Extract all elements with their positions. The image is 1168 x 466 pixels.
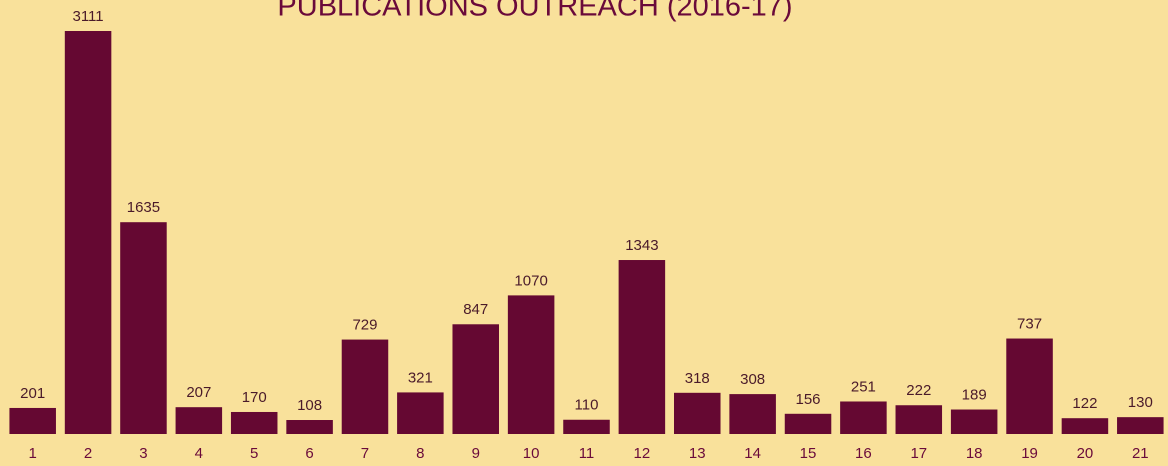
- x-tick-label: 19: [1021, 445, 1038, 462]
- bar: [618, 260, 666, 434]
- x-tick-label: 14: [744, 445, 761, 462]
- bar: [784, 413, 832, 434]
- x-tick-label: 4: [195, 445, 203, 462]
- value-label: 737: [1017, 315, 1042, 332]
- x-tick-label: 18: [966, 445, 983, 462]
- value-label: 130: [1128, 394, 1153, 411]
- value-label: 110: [575, 397, 599, 414]
- value-label: 1070: [514, 272, 547, 289]
- value-label: 207: [186, 384, 211, 401]
- bar: [895, 405, 943, 434]
- value-label: 222: [906, 382, 931, 399]
- value-label: 1635: [127, 199, 160, 216]
- bar: [1061, 418, 1109, 434]
- bar: [341, 339, 389, 434]
- x-tick-label: 9: [472, 445, 480, 462]
- bar: [950, 409, 998, 434]
- x-tick-label: 11: [579, 445, 595, 462]
- x-tick-label: 8: [416, 445, 424, 462]
- bar: [674, 392, 721, 434]
- value-label: 189: [962, 386, 987, 403]
- value-label: 729: [352, 317, 377, 334]
- value-label: 156: [796, 391, 821, 408]
- x-tick-label: 15: [800, 445, 817, 462]
- x-tick-label: 12: [634, 445, 651, 462]
- value-label: 251: [851, 378, 876, 395]
- value-label: 321: [408, 369, 433, 386]
- bar: [507, 295, 555, 434]
- bar: [286, 420, 333, 434]
- bar: [729, 394, 776, 434]
- bar: [120, 222, 167, 434]
- x-tick-label: 21: [1132, 445, 1149, 462]
- value-label: 1343: [625, 237, 658, 254]
- bar: [230, 411, 278, 434]
- bar: [397, 392, 444, 434]
- x-tick-label: 3: [139, 445, 147, 462]
- x-tick-label: 17: [910, 445, 927, 462]
- x-tick-label: 1: [29, 445, 37, 462]
- value-label: 3111: [72, 8, 103, 25]
- value-label: 201: [20, 385, 45, 402]
- bar: [64, 31, 112, 434]
- bar: [1006, 338, 1053, 434]
- bar: [175, 407, 223, 434]
- bar: [840, 401, 887, 434]
- x-tick-label: 2: [84, 445, 92, 462]
- value-label: 108: [297, 397, 322, 414]
- x-tick-label: 10: [523, 445, 540, 462]
- x-tick-label: 6: [305, 445, 313, 462]
- x-tick-label: 20: [1077, 445, 1094, 462]
- bar: [1117, 417, 1164, 434]
- bar: [452, 324, 499, 434]
- value-label: 847: [463, 301, 488, 318]
- value-label: 308: [740, 371, 765, 388]
- value-label: 318: [685, 370, 710, 387]
- chart-title: PUBLICATIONS OUTREACH (2016-17): [277, 0, 792, 23]
- value-label: 170: [242, 389, 267, 406]
- x-tick-label: 16: [855, 445, 872, 462]
- x-tick-label: 5: [250, 445, 258, 462]
- value-label: 122: [1072, 395, 1097, 412]
- bar: [563, 419, 610, 434]
- x-tick-label: 7: [361, 445, 369, 462]
- bar: [9, 407, 56, 434]
- x-tick-label: 13: [689, 445, 706, 462]
